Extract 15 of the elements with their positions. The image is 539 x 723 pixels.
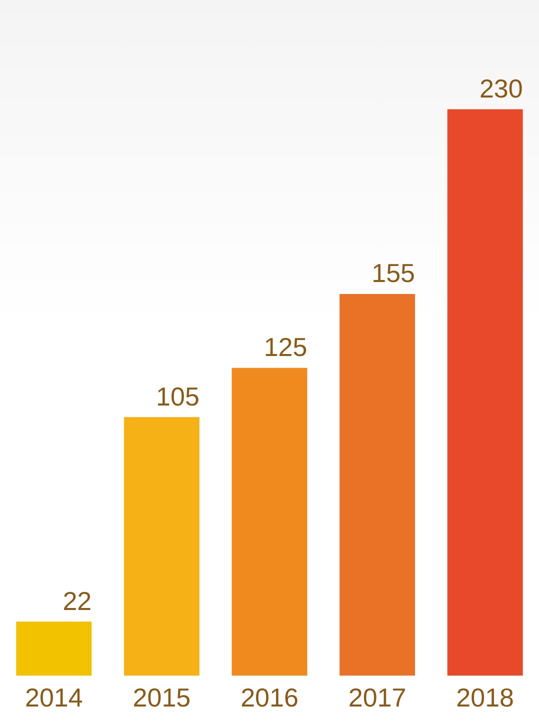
bar [16, 622, 92, 676]
x-tick-label: 2018 [456, 682, 514, 713]
bar [124, 417, 200, 676]
bar [447, 109, 523, 676]
data-label: 125 [264, 332, 308, 362]
bar [232, 368, 308, 676]
data-label: 105 [156, 381, 200, 412]
data-label: 22 [62, 586, 92, 616]
x-tick-label: 2015 [132, 682, 191, 713]
x-tick-label: 2014 [24, 682, 83, 713]
bar [340, 294, 416, 676]
x-tick-label: 2016 [240, 682, 298, 713]
data-label: 230 [479, 73, 523, 104]
x-tick-label: 2017 [348, 682, 406, 713]
data-label: 155 [372, 258, 416, 288]
